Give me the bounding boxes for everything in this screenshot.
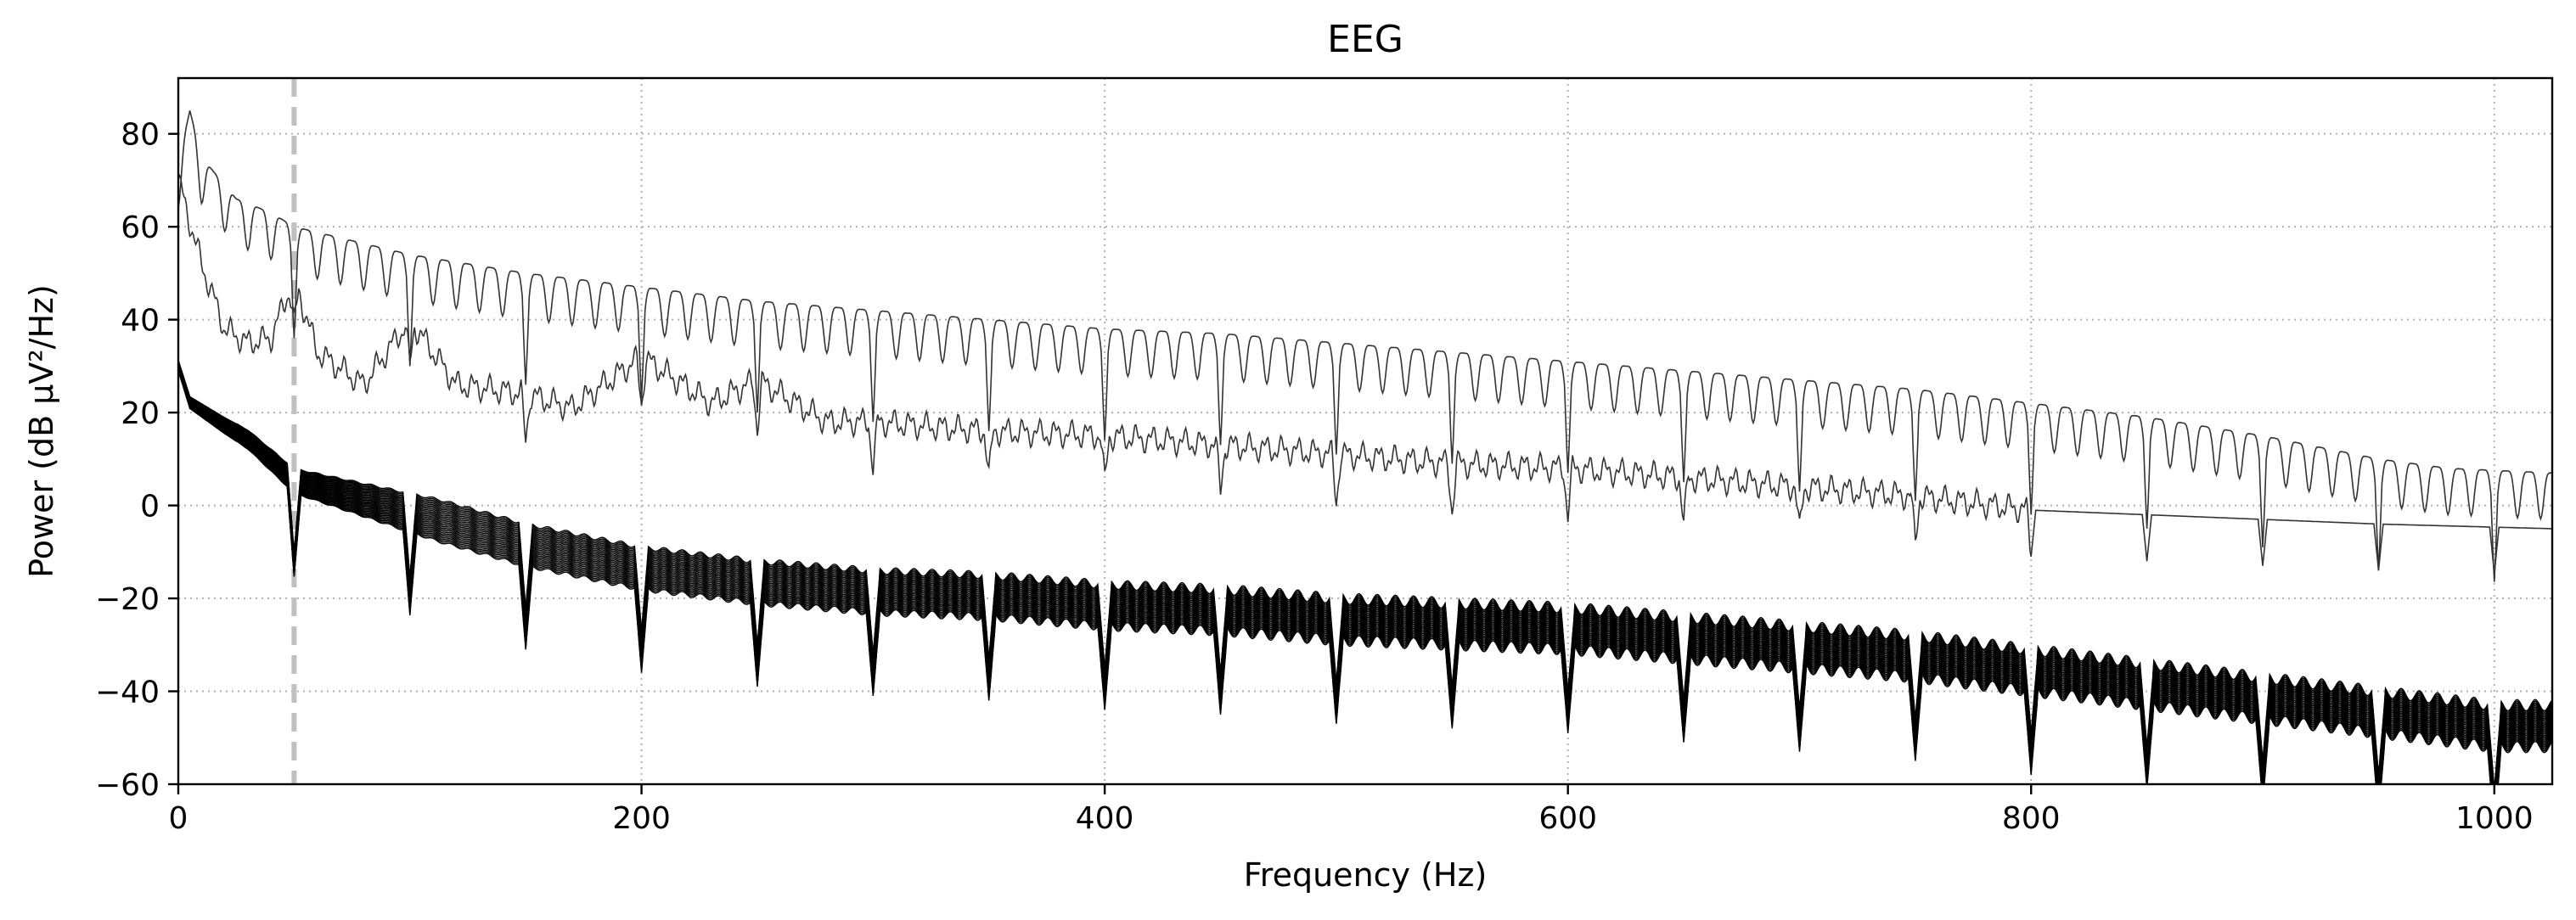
chart-title: EEG xyxy=(1327,18,1403,61)
psd-line-channel xyxy=(178,367,2552,784)
x-axis-ticks: 0 200 400 600 800 1000 xyxy=(169,784,2534,836)
x-tick-label: 800 xyxy=(2002,801,2061,836)
psd-line-channel xyxy=(178,362,2552,784)
psd-line-channel xyxy=(178,364,2552,784)
psd-line-channel xyxy=(178,370,2552,784)
psd-line-channel xyxy=(178,365,2552,784)
y-tick-label: −40 xyxy=(95,676,160,710)
psd-line-channel xyxy=(178,368,2552,784)
psd-line-channel xyxy=(178,360,2552,784)
psd-line-channel xyxy=(178,362,2552,784)
psd-line-channel xyxy=(178,360,2552,784)
y-tick-label: 40 xyxy=(121,304,160,339)
psd-line-channel xyxy=(178,365,2552,784)
psd-line-channel xyxy=(178,367,2552,784)
psd-line-channel xyxy=(178,369,2552,784)
psd-line-channel xyxy=(178,362,2552,784)
psd-line-channel xyxy=(178,363,2552,784)
psd-line-channel xyxy=(178,364,2552,784)
x-tick-label: 600 xyxy=(1538,801,1597,836)
psd-line-channel xyxy=(178,370,2552,784)
y-tick-label: −20 xyxy=(95,582,160,617)
y-tick-label: 20 xyxy=(121,396,160,431)
plot-frame xyxy=(177,76,2554,786)
y-tick-label: 0 xyxy=(140,490,160,525)
psd-line-outlier-1 xyxy=(178,110,2552,582)
y-tick-label: −60 xyxy=(95,768,160,803)
psd-line-channel xyxy=(178,362,2552,784)
psd-line-channel xyxy=(178,367,2552,784)
x-tick-label: 0 xyxy=(169,801,188,836)
psd-line-channel xyxy=(178,362,2552,784)
psd-line-channel xyxy=(178,367,2552,784)
psd-line-channel xyxy=(178,361,2552,784)
psd-line-outlier-2 xyxy=(178,173,2552,574)
psd-line-channel xyxy=(178,366,2552,784)
psd-line-channel xyxy=(178,363,2552,784)
y-axis-ticks: −60 −40 −20 0 20 40 60 80 xyxy=(95,118,178,803)
psd-line-channel xyxy=(178,366,2552,784)
x-axis-label: Frequency (Hz) xyxy=(1244,856,1488,894)
x-tick-label: 1000 xyxy=(2455,801,2534,836)
psd-line-channel xyxy=(178,369,2552,784)
plot-data xyxy=(178,78,2552,784)
y-axis-label: Power (dB µV²/Hz) xyxy=(23,284,60,578)
psd-line-channel xyxy=(178,361,2552,784)
x-tick-label: 200 xyxy=(612,801,671,836)
psd-line-channel xyxy=(178,367,2552,784)
y-tick-label: 60 xyxy=(121,210,160,245)
psd-line-channel xyxy=(178,368,2552,784)
y-tick-label: 80 xyxy=(121,118,160,153)
x-tick-label: 400 xyxy=(1076,801,1134,836)
